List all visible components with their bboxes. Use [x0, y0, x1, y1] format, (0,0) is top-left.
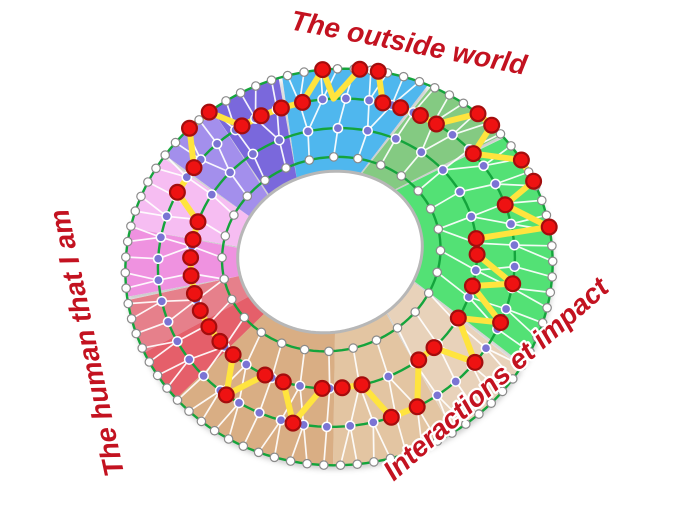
label-human-that-i-am: The human that I am — [43, 207, 130, 480]
wheel-graphic — [120, 60, 558, 470]
